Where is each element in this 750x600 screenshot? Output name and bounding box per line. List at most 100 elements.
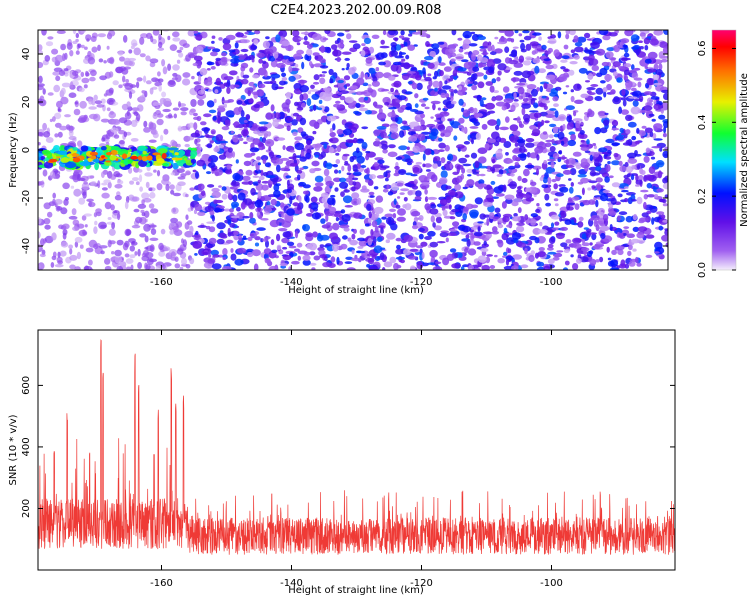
colorbar-tick-label: 0.6 bbox=[697, 41, 708, 57]
heatmap-cell bbox=[598, 30, 609, 36]
heatmap-cell bbox=[261, 145, 266, 150]
heatmap-cell bbox=[602, 34, 611, 41]
heatmap-cell bbox=[606, 246, 610, 253]
heatmap-cell bbox=[257, 52, 265, 58]
heatmap-cell bbox=[469, 211, 479, 219]
heatmap-cell bbox=[356, 197, 362, 205]
heatmap-cell bbox=[312, 52, 320, 56]
heatmap-cell bbox=[68, 215, 78, 220]
heatmap-cell bbox=[81, 44, 85, 49]
heatmap-cell bbox=[491, 97, 496, 102]
heatmap-cell bbox=[625, 30, 631, 33]
heatmap-cell bbox=[196, 45, 204, 54]
heatmap-cell bbox=[422, 97, 429, 101]
heatmap-cell bbox=[622, 233, 627, 236]
heatmap-cell bbox=[276, 158, 284, 165]
heatmap-cell bbox=[498, 169, 504, 175]
heatmap-cell bbox=[608, 32, 618, 37]
heatmap-cell bbox=[532, 165, 542, 170]
heatmap-cell bbox=[645, 254, 653, 258]
heatmap-cell bbox=[73, 108, 81, 116]
heatmap-cell bbox=[130, 264, 134, 270]
heatmap-cell bbox=[466, 168, 474, 174]
heatmap-cell bbox=[375, 67, 380, 72]
heatmap-cell bbox=[217, 106, 226, 113]
heatmap-cell bbox=[446, 232, 457, 236]
heatmap-cell bbox=[356, 250, 362, 254]
heatmap-cell bbox=[269, 151, 275, 159]
heatmap-cell bbox=[615, 135, 625, 141]
heatmap-cell bbox=[143, 126, 151, 133]
heatmap-cell bbox=[357, 245, 364, 249]
heatmap-cell bbox=[130, 39, 138, 48]
heatmap-cell bbox=[57, 260, 63, 265]
heatmap-cell bbox=[367, 84, 372, 87]
heatmap-cell bbox=[529, 235, 538, 241]
heatmap-cell bbox=[261, 195, 272, 202]
heatmap-cell bbox=[95, 208, 102, 214]
heatmap-cell bbox=[47, 92, 54, 96]
heatmap-cell bbox=[405, 54, 410, 60]
heatmap-cell bbox=[344, 96, 354, 104]
heatmap-cell bbox=[75, 32, 80, 39]
heatmap-cell bbox=[195, 143, 201, 147]
heatmap-cell bbox=[479, 173, 486, 177]
heatmap-cell bbox=[278, 228, 288, 232]
heatmap-cell bbox=[291, 260, 300, 265]
heatmap-cell bbox=[398, 169, 407, 175]
heatmap-cell bbox=[345, 83, 351, 87]
heatmap-cell bbox=[316, 234, 324, 242]
heatmap-cell bbox=[334, 40, 339, 45]
heatmap-cell bbox=[142, 150, 147, 155]
heatmap-cell bbox=[424, 203, 431, 211]
heatmap-cell bbox=[418, 215, 424, 221]
heatmap-cell bbox=[565, 105, 575, 111]
heatmap-cell bbox=[309, 119, 318, 127]
heatmap-cell bbox=[193, 122, 198, 131]
heatmap-cell bbox=[137, 155, 143, 161]
heatmap-cell bbox=[253, 103, 260, 109]
heatmap-cell bbox=[281, 237, 290, 244]
heatmap-cell bbox=[353, 110, 360, 115]
heatmap-cell bbox=[223, 82, 228, 87]
heatmap-cell bbox=[490, 51, 497, 56]
heatmap-cell bbox=[38, 99, 47, 107]
heatmap-cell bbox=[177, 181, 186, 186]
heatmap-cell bbox=[287, 108, 290, 113]
heatmap-cell bbox=[647, 51, 658, 60]
heatmap-cell bbox=[505, 152, 509, 156]
heatmap-cell bbox=[632, 248, 637, 252]
heatmap-cell bbox=[252, 85, 256, 91]
heatmap-cell bbox=[367, 237, 373, 246]
heatmap-cell bbox=[635, 184, 640, 187]
heatmap-cell bbox=[292, 112, 299, 117]
heatmap-cell bbox=[551, 227, 561, 231]
heatmap-cell bbox=[519, 39, 525, 43]
heatmap-cell bbox=[169, 184, 175, 190]
heatmap-cell bbox=[313, 81, 320, 85]
heatmap-cell bbox=[586, 112, 590, 118]
heatmap-cell bbox=[211, 40, 215, 44]
heatmap-cell bbox=[577, 174, 587, 178]
heatmap-cell bbox=[582, 199, 591, 206]
heatmap-cell bbox=[572, 118, 583, 122]
heatmap-cell bbox=[197, 183, 205, 191]
heatmap-cell bbox=[592, 143, 597, 146]
heatmap-cell bbox=[83, 181, 88, 185]
heatmap-cell bbox=[607, 161, 611, 165]
heatmap-cell bbox=[278, 30, 288, 38]
heatmap-cell bbox=[161, 91, 167, 98]
heatmap-cell bbox=[307, 90, 312, 95]
heatmap-cell bbox=[158, 242, 164, 250]
spectrogram-cells bbox=[38, 30, 668, 270]
heatmap-cell bbox=[487, 45, 492, 52]
heatmap-cell bbox=[496, 173, 503, 177]
heatmap-cell bbox=[165, 183, 170, 191]
heatmap-cell bbox=[234, 258, 244, 266]
heatmap-cell bbox=[299, 117, 307, 126]
heatmap-cell bbox=[623, 174, 629, 179]
heatmap-cell bbox=[429, 208, 439, 215]
heatmap-cell bbox=[129, 254, 136, 259]
heatmap-cell bbox=[62, 223, 70, 230]
heatmap-cell bbox=[155, 265, 162, 270]
